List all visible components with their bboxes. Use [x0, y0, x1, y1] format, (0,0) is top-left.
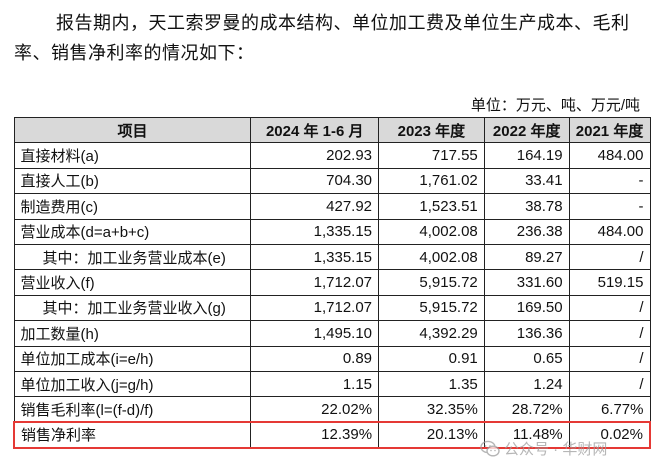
table-row: 其中：加工业务营业成本(e) 1,335.15 4,002.08 89.27 / [13, 243, 651, 271]
header-2023: 2023 年度 [378, 116, 485, 144]
highlighted-row: 销售净利率 12.39% 20.13% 11.48% 0.02% [13, 421, 651, 449]
cost-structure-table: 项目 2024 年 1-6 月 2023 年度 2022 年度 2021 年度 … [13, 116, 651, 449]
row-label: 加工数量(h) [13, 320, 252, 347]
table-row: 销售毛利率(l=(f-d)/f) 22.02% 32.35% 28.72% 6.… [13, 396, 651, 423]
cell-2023: 4,002.08 [378, 218, 485, 245]
cell-2021: / [568, 370, 651, 398]
header-2022: 2022 年度 [483, 116, 570, 144]
cell-2021: / [568, 320, 651, 347]
cell-2022: 11.48% [483, 421, 570, 449]
table-row: 制造费用(c) 427.92 1,523.51 38.78 - [13, 193, 651, 220]
table-row: 加工数量(h) 1,495.10 4,392.29 136.36 / [13, 320, 651, 347]
cell-2023: 1,761.02 [378, 167, 485, 195]
row-label: 制造费用(c) [13, 193, 252, 220]
cell-2021: 484.00 [568, 218, 651, 245]
cell-2022: 136.36 [483, 320, 570, 347]
cell-2021: 519.15 [568, 269, 651, 296]
cell-2021: 484.00 [568, 142, 651, 169]
intro-paragraph: 报告期内，天工索罗曼的成本结构、单位加工费及单位生产成本、毛利率、销售净利率的情… [14, 13, 630, 63]
cell-2024h1: 704.30 [250, 167, 380, 195]
cell-2023: 717.55 [378, 142, 485, 169]
cell-2023: 0.91 [378, 345, 485, 372]
cell-2024h1: 1,712.07 [250, 294, 380, 322]
table-row: 单位加工收入(j=g/h) 1.15 1.35 1.24 / [13, 370, 651, 398]
cell-2024h1: 22.02% [250, 396, 380, 423]
row-label: 销售净利率 [13, 421, 252, 449]
cell-2021: 6.77% [568, 396, 651, 423]
table-row: 营业成本(d=a+b+c) 1,335.15 4,002.08 236.38 4… [13, 218, 651, 245]
cell-2023: 5,915.72 [378, 294, 485, 322]
cell-2022: 169.50 [483, 294, 570, 322]
cell-2022: 1.24 [483, 370, 570, 398]
cell-2024h1: 1,335.15 [250, 243, 380, 271]
row-label: 营业收入(f) [13, 269, 252, 296]
header-2021: 2021 年度 [568, 116, 651, 144]
table-row: 单位加工成本(i=e/h) 0.89 0.91 0.65 / [13, 345, 651, 372]
cell-2023: 4,392.29 [378, 320, 485, 347]
cell-2024h1: 1,495.10 [250, 320, 380, 347]
cell-2022: 89.27 [483, 243, 570, 271]
row-label: 营业成本(d=a+b+c) [13, 218, 252, 245]
cell-2022: 164.19 [483, 142, 570, 169]
cell-2022: 28.72% [483, 396, 570, 423]
cell-2023: 32.35% [378, 396, 485, 423]
cell-2023: 1.35 [378, 370, 485, 398]
cell-2023: 1,523.51 [378, 193, 485, 220]
cell-2024h1: 12.39% [250, 421, 380, 449]
table-header-row: 项目 2024 年 1-6 月 2023 年度 2022 年度 2021 年度 [13, 116, 651, 144]
row-label: 单位加工成本(i=e/h) [13, 345, 252, 372]
cell-2023: 4,002.08 [378, 243, 485, 271]
cell-2024h1: 427.92 [250, 193, 380, 220]
header-2024h1: 2024 年 1-6 月 [250, 116, 380, 144]
row-label: 直接材料(a) [13, 142, 252, 169]
cell-2024h1: 1.15 [250, 370, 380, 398]
table-row: 其中：加工业务营业收入(g) 1,712.07 5,915.72 169.50 … [13, 294, 651, 322]
header-item: 项目 [13, 116, 252, 144]
cell-2021: 0.02% [568, 421, 651, 449]
cell-2021: / [568, 243, 651, 271]
table-row: 直接人工(b) 704.30 1,761.02 33.41 - [13, 167, 651, 195]
row-label: 其中：加工业务营业收入(g) [13, 294, 252, 322]
unit-note: 单位：万元、吨、万元/吨 [470, 97, 640, 114]
table-row: 直接材料(a) 202.93 717.55 164.19 484.00 [13, 142, 651, 169]
cell-2023: 5,915.72 [378, 269, 485, 296]
cell-2024h1: 1,712.07 [250, 269, 380, 296]
row-label: 其中：加工业务营业成本(e) [13, 243, 252, 271]
cell-2021: / [568, 294, 651, 322]
cell-2021: / [568, 345, 651, 372]
cell-2022: 236.38 [483, 218, 570, 245]
cell-2022: 33.41 [483, 167, 570, 195]
cell-2024h1: 202.93 [250, 142, 380, 169]
cell-2024h1: 1,335.15 [250, 218, 380, 245]
cell-2021: - [568, 167, 651, 195]
row-label: 直接人工(b) [13, 167, 252, 195]
cell-2022: 38.78 [483, 193, 570, 220]
cell-2022: 0.65 [483, 345, 570, 372]
cell-2024h1: 0.89 [250, 345, 380, 372]
cell-2023: 20.13% [378, 421, 485, 449]
row-label: 销售毛利率(l=(f-d)/f) [13, 396, 252, 423]
table-row: 营业收入(f) 1,712.07 5,915.72 331.60 519.15 [13, 269, 651, 296]
row-label: 单位加工收入(j=g/h) [13, 370, 252, 398]
cell-2022: 331.60 [483, 269, 570, 296]
cell-2021: - [568, 193, 651, 220]
